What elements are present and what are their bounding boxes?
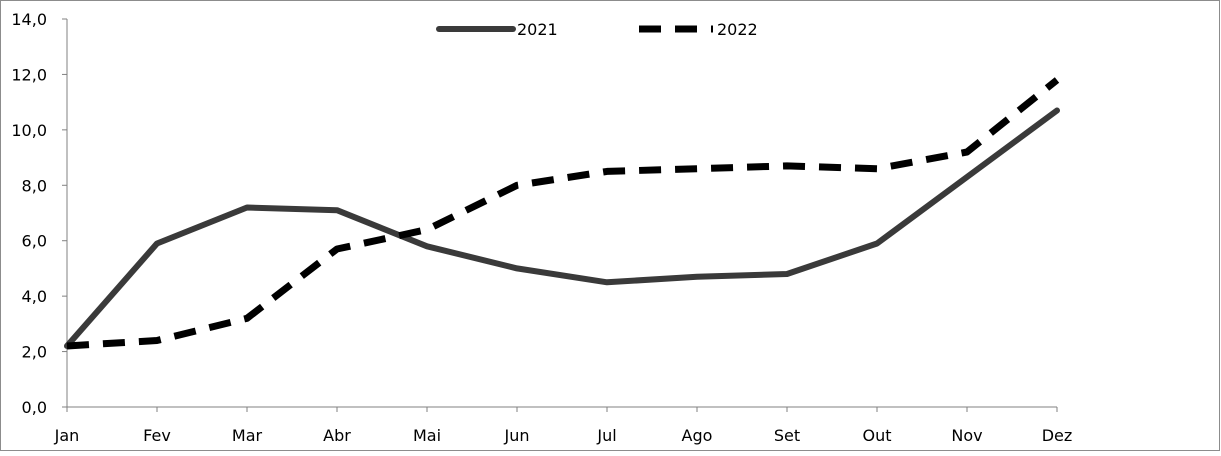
y-tick-label: 8,0 xyxy=(22,176,47,195)
series-line-2022 xyxy=(66,77,1060,350)
x-tick-label: Jan xyxy=(54,426,80,445)
x-tick-label: Dez xyxy=(1042,426,1073,445)
legend: 2021 2022 xyxy=(436,20,758,39)
y-tick-label: 2,0 xyxy=(22,343,47,362)
y-tick-label: 14,0 xyxy=(11,10,47,29)
y-tick-label: 6,0 xyxy=(22,232,47,251)
x-tick-label: Abr xyxy=(323,426,351,445)
y-tick-label: 4,0 xyxy=(22,287,47,306)
x-tick-label: Fev xyxy=(143,426,171,445)
legend-label-2022: 2022 xyxy=(717,20,758,39)
series-layer xyxy=(64,77,1060,350)
x-tick-label: Set xyxy=(774,426,800,445)
x-tick-label: Mar xyxy=(232,426,263,445)
x-tick-label: Nov xyxy=(951,426,982,445)
x-tick-label: Jul xyxy=(596,426,616,445)
y-tick-label: 10,0 xyxy=(11,121,47,140)
x-tick-label: Out xyxy=(862,426,891,445)
x-tick-label: Ago xyxy=(682,426,713,445)
y-tick-label: 12,0 xyxy=(11,65,47,84)
series-line-2021 xyxy=(64,107,1060,349)
x-tick-label: Jun xyxy=(504,426,530,445)
legend-label-2021: 2021 xyxy=(517,20,558,39)
y-tick-label: 0,0 xyxy=(22,398,47,417)
x-tick-label: Mai xyxy=(413,426,441,445)
axes: 0,0 2,0 4,0 6,0 8,0 10,0 12,0 14,0 Jan Fev Mar Abr M… xyxy=(11,10,1072,445)
